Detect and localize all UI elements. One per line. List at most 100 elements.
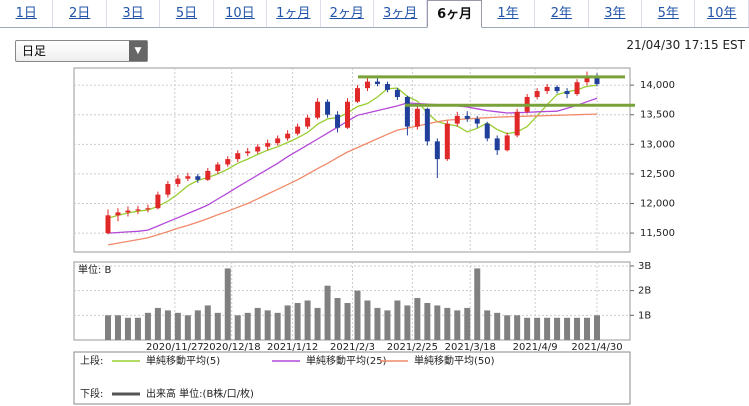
y-tick-label: 14,000 [640,80,675,91]
period-tab[interactable]: 2日 [53,0,107,27]
x-tick-label: 2021/2/25 [387,342,438,353]
volume-bar [364,300,371,340]
candle-body [345,101,351,128]
period-tab[interactable]: 3日 [107,0,161,27]
period-tab[interactable]: 2ヶ月 [321,0,374,27]
candle-body [145,208,151,210]
volume-bar [414,298,421,340]
volume-bar [244,312,251,340]
dropdown-text: 日足 [22,44,47,58]
candle-body [484,123,490,139]
volume-bar [524,317,531,340]
candle-body [394,89,400,97]
candle-body [185,176,191,179]
volume-bar [574,317,581,340]
legend-text: 単純移動平均(50) [414,354,495,367]
candle-body [424,108,430,142]
volume-bar [584,317,591,340]
legend-text: 単純移動平均(25) [306,354,387,367]
volume-bar [594,315,600,340]
volume-bar [464,307,471,340]
candle-body [434,141,440,160]
y-tick-label: 1B [638,310,651,321]
volume-bar [394,300,401,340]
period-tab[interactable]: 1年 [482,0,536,27]
volume-bar [344,302,351,340]
period-tab[interactable]: 2年 [535,0,589,27]
candle-body [125,210,131,213]
volume-bar [234,315,241,340]
candle-body [564,91,570,95]
candle-body [225,159,231,165]
candle-body [205,170,211,180]
volume-bar [174,312,181,340]
y-tick-label: 13,500 [640,110,675,121]
volume-bar [504,315,511,340]
candle-body [544,86,550,92]
volume-bar [314,307,321,340]
volume-bar [105,315,111,340]
volume-bar [554,317,561,340]
y-tick-label: 12,000 [640,198,675,209]
volume-bar [304,300,311,340]
candle-body [474,118,480,124]
volume-bar [144,312,151,340]
volume-bar [564,317,571,340]
y-tick-label: 12,500 [640,169,675,180]
period-tabs: 1日 2日 3日 5日 10日 1ヶ月 2ヶ月 3ヶ月 6ヶ月 1年 2年 3年 5年 10年 [0,0,749,28]
period-tab[interactable]: 5日 [160,0,214,27]
volume-bar [474,268,481,340]
volume-bar [494,312,501,340]
y-tick-label: 11,500 [640,228,675,239]
timestamp: 21/04/30 17:15 EST [626,38,745,52]
candle-body [574,82,580,95]
candle-body [215,164,221,171]
candle-body [195,176,201,180]
period-tab[interactable]: 1ヶ月 [267,0,321,27]
period-tab[interactable]: 10年 [695,0,749,27]
x-tick-label: 2020/12/18 [203,342,261,353]
volume-bar [434,305,441,340]
candle-body [255,146,261,152]
candle-body [504,135,510,151]
period-tab[interactable]: 10日 [214,0,268,27]
candle-body [444,123,450,160]
period-tab[interactable]: 3年 [589,0,643,27]
interval-dropdown[interactable]: 日足 ▼ [15,40,148,62]
dropdown-arrow[interactable]: ▼ [129,41,147,61]
y-tick-label: 2B [638,286,651,297]
volume-unit: 単位: B [78,263,112,276]
y-tick-label: 3B [638,261,651,272]
candle-body [135,209,141,211]
volume-bar [124,317,131,340]
candle-body [245,151,251,154]
period-tab[interactable]: 5年 [642,0,696,27]
candle-body [354,88,360,102]
period-tab[interactable]: 6ヶ月 [427,0,482,28]
volume-bar [484,310,491,340]
candle-body [384,83,390,90]
period-tab[interactable]: 3ヶ月 [374,0,428,27]
volume-bar [214,312,221,340]
candle-body [285,133,291,139]
volume-bar [224,268,231,340]
x-tick-label: 2021/2/3 [330,342,375,353]
candle-body [295,126,301,134]
volume-bar [404,305,411,340]
legend-text: 出来高 単位:(B株/口/枚) [146,387,254,400]
legend-box [73,351,631,405]
volume-bar [254,307,261,340]
candle-body [325,101,331,115]
x-tick-label: 2021/4/30 [571,342,622,353]
volume-bar [294,302,301,340]
volume-bar [134,317,141,340]
candle-body [554,86,560,92]
volume-bar [264,310,271,340]
period-tab[interactable]: 1日 [0,0,54,27]
candle-body [115,212,121,216]
candle-body [105,215,111,234]
candle-body [165,183,171,195]
candle-body [534,91,540,97]
candle-body [305,117,311,127]
volume-bar [374,307,381,340]
